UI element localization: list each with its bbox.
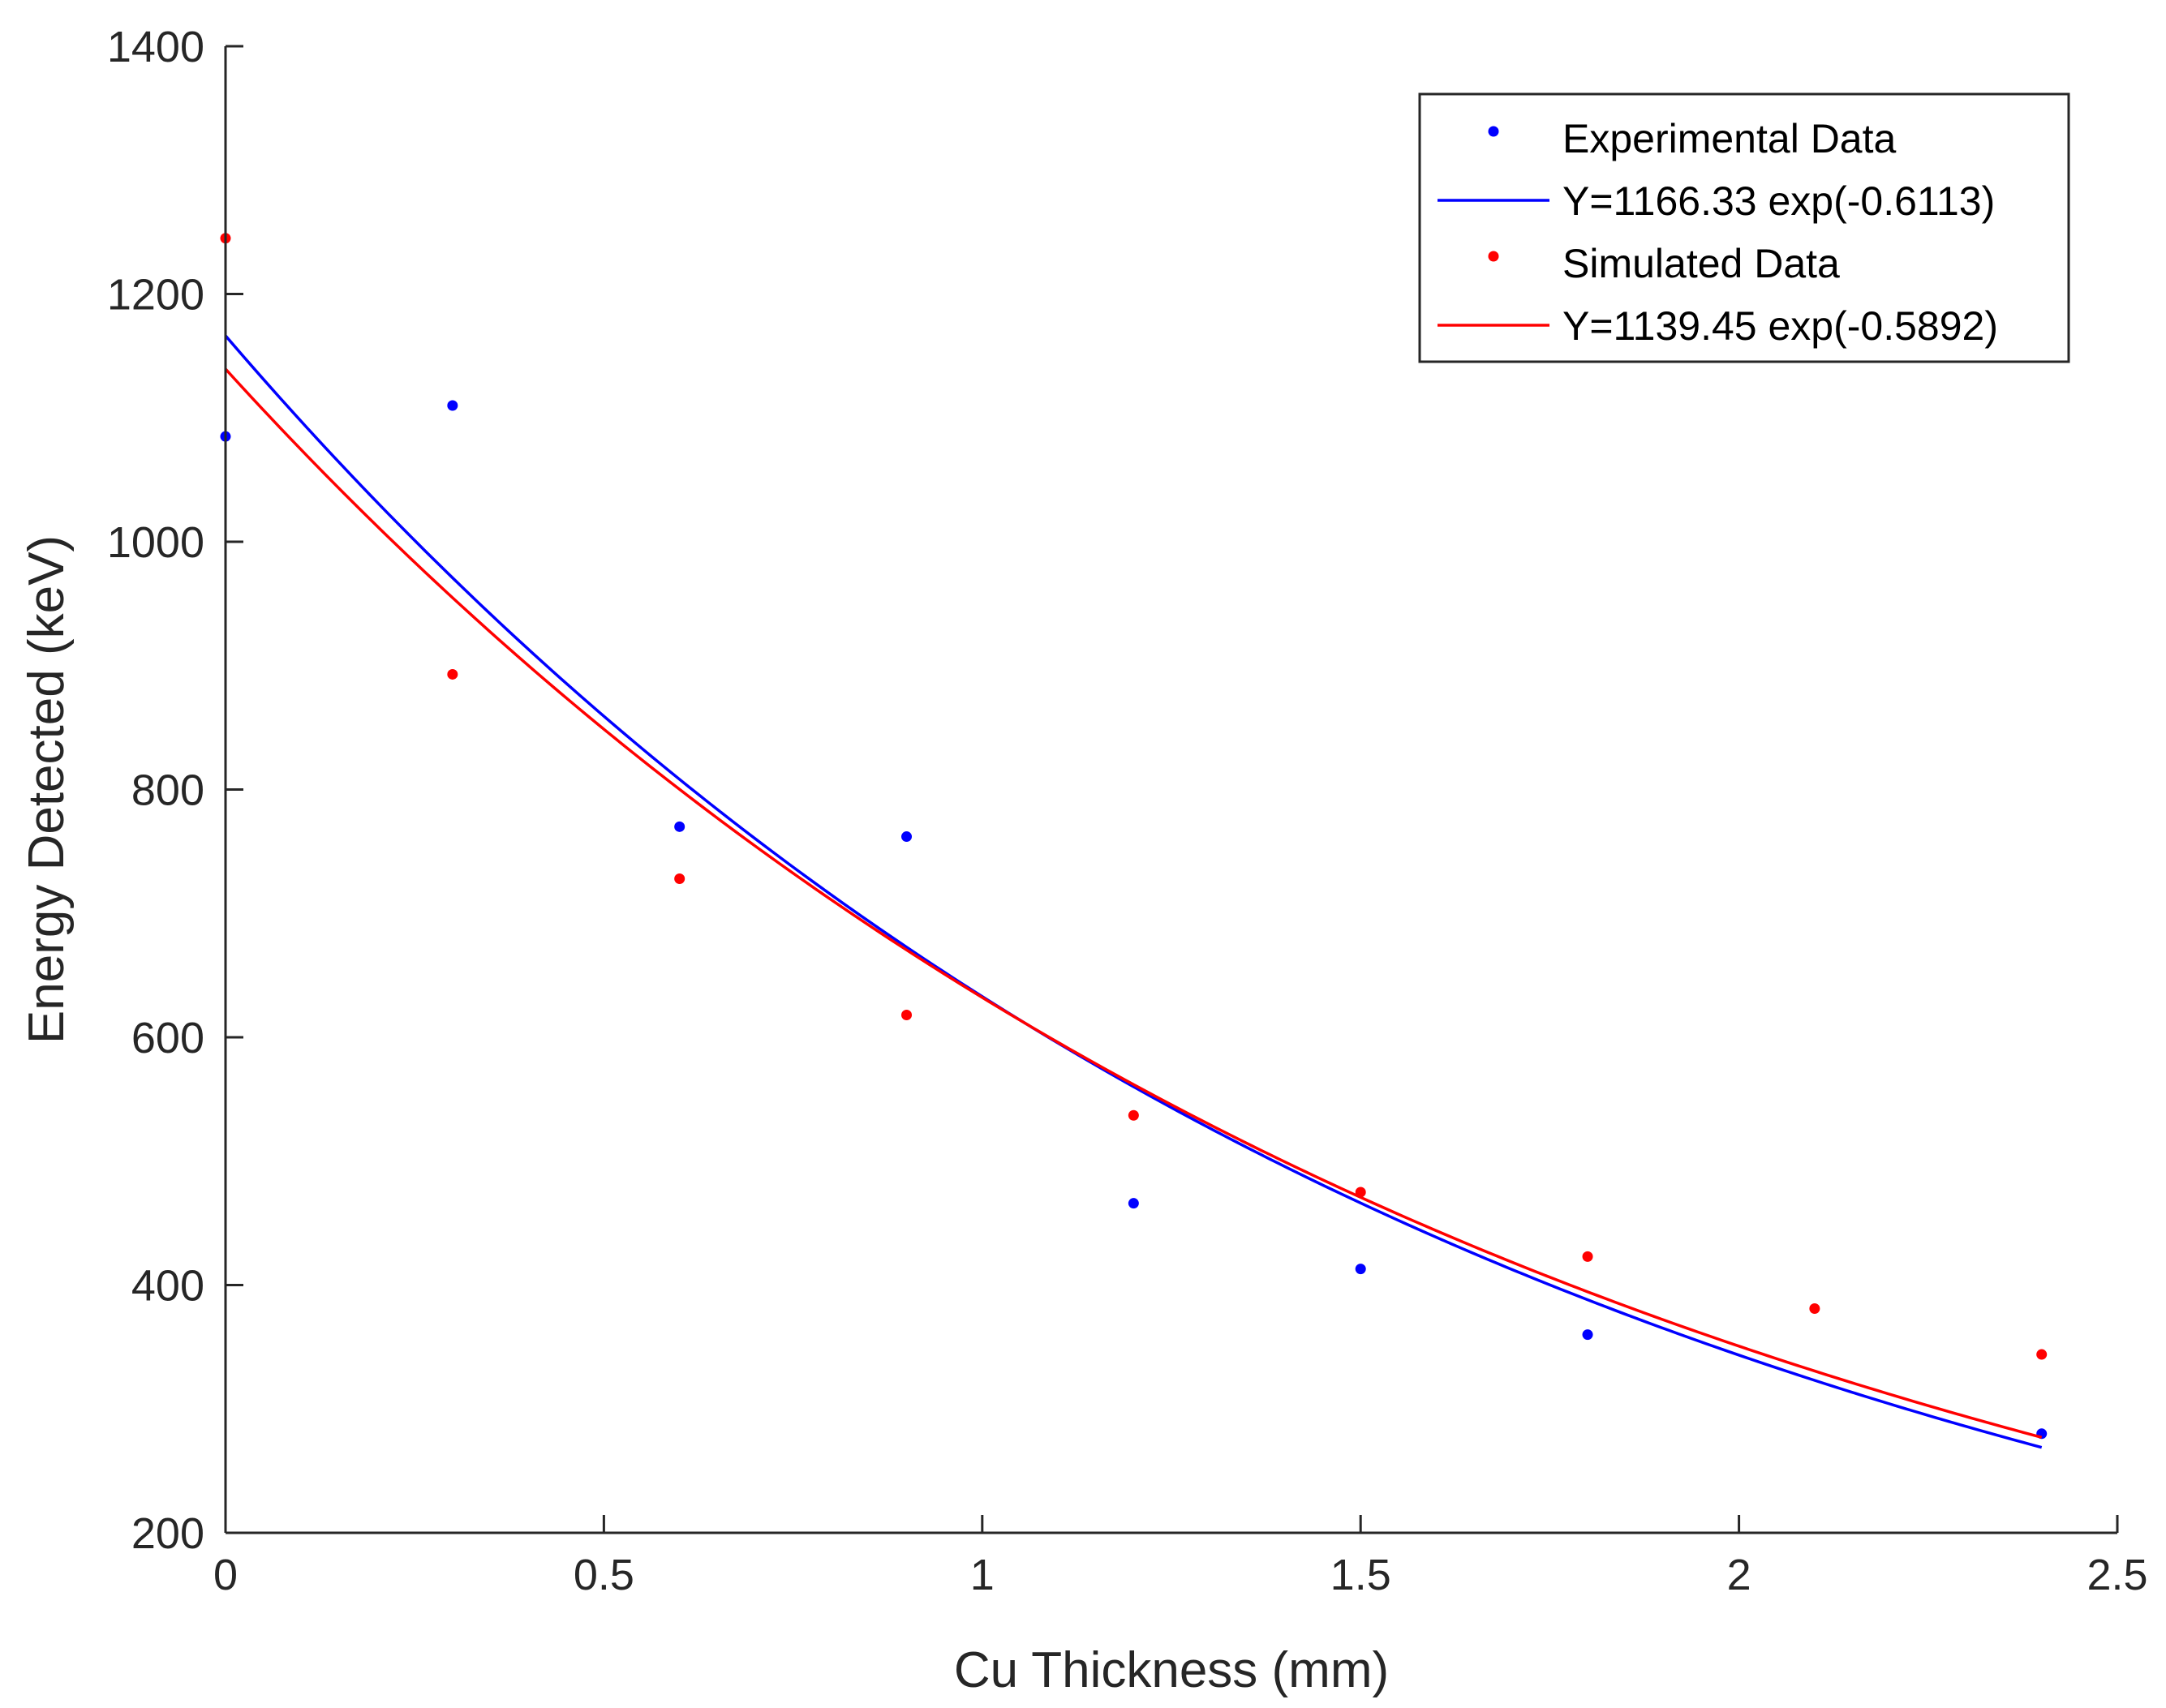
x-tick-label: 1.5 — [1330, 1551, 1391, 1599]
data-point — [901, 1010, 913, 1021]
x-tick-label: 1 — [970, 1551, 995, 1599]
x-axis-title: Cu Thickness (mm) — [954, 1642, 1389, 1698]
y-tick-label: 1000 — [107, 518, 204, 567]
data-point — [2036, 1349, 2048, 1360]
y-tick-label: 1200 — [107, 271, 204, 320]
x-axis: 0 0.5 1 1.5 2 2.5 — [213, 1515, 2148, 1599]
data-point — [447, 400, 458, 411]
data-point — [901, 831, 913, 843]
legend-box — [1418, 92, 2070, 363]
fit-line-series-1 — [224, 334, 2043, 1449]
y-tick-label: 600 — [131, 1014, 204, 1062]
y-axis: 200 400 600 800 1000 1200 1400 — [107, 23, 243, 1558]
legend-entry-label: Experimental Data — [1562, 116, 1896, 161]
y-axis-title: Energy Detected (keV) — [19, 535, 75, 1044]
legend-entry-label: Y=1166.33 exp(-0.6113) — [1562, 178, 1995, 224]
y-tick-label: 800 — [131, 766, 204, 815]
data-point — [1809, 1303, 1820, 1315]
data-point — [1582, 1251, 1593, 1262]
data-point — [1128, 1109, 1139, 1121]
fit-line-series-3 — [224, 367, 2043, 1439]
legend-point-marker — [1488, 251, 1499, 262]
x-tick-label: 0 — [213, 1551, 238, 1599]
y-tick-label: 400 — [131, 1262, 204, 1311]
legend-entry-label: Simulated Data — [1562, 241, 1840, 286]
x-tick-label: 2 — [1727, 1551, 1751, 1599]
data-point — [674, 821, 685, 832]
data-point — [1582, 1329, 1593, 1341]
data-point — [1355, 1264, 1366, 1275]
y-tick-label: 1400 — [107, 23, 204, 71]
legend-point-marker — [1488, 126, 1499, 137]
x-tick-label: 0.5 — [574, 1551, 634, 1599]
data-point — [674, 873, 685, 884]
x-tick-label: 2.5 — [2086, 1551, 2147, 1599]
data-point — [447, 668, 458, 680]
legend: Experimental Data Y=1166.33 exp(-0.6113) S… — [1418, 92, 2070, 363]
legend-entry-label: Y=1139.45 exp(-0.5892) — [1562, 303, 1998, 349]
data-point — [1128, 1198, 1139, 1209]
y-tick-label: 200 — [131, 1509, 204, 1558]
plot-area — [220, 233, 2048, 1449]
